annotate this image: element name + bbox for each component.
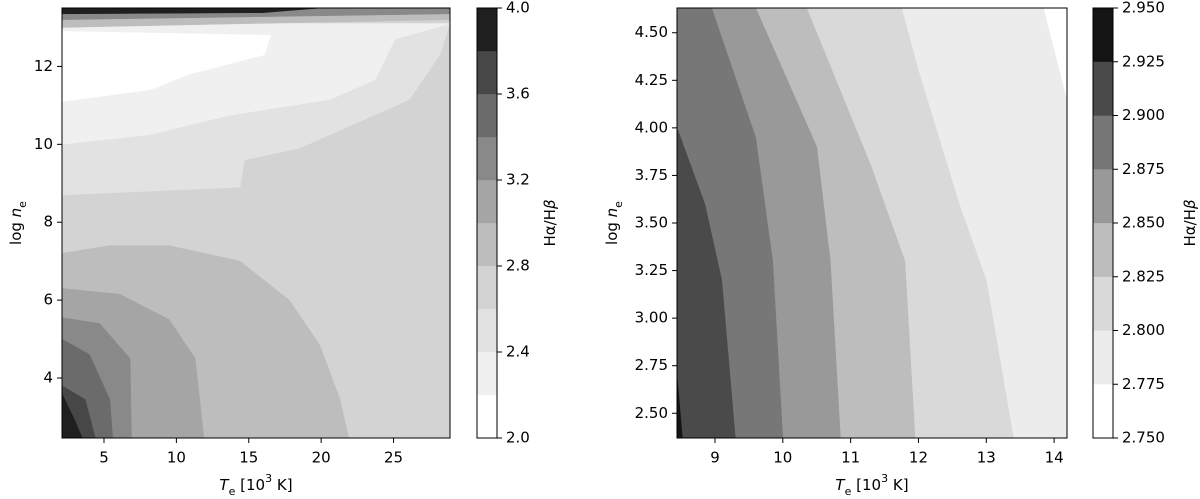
y-tick-label: 4 (43, 369, 53, 387)
x-axis-label-part: T (219, 476, 230, 494)
colorbar-frame (476, 7, 498, 439)
colorbar-band (1092, 276, 1114, 331)
y-axis-label-part: n (7, 208, 25, 218)
colorbar-tick-label: 2.900 (1122, 106, 1165, 124)
x-axis-label-part: 3 (881, 472, 888, 485)
colorbar-band (1092, 169, 1114, 224)
y-tick-label: 12 (34, 57, 53, 75)
colorbar-tick-label: 2.775 (1122, 375, 1165, 393)
colorbar-tick-label: 2.850 (1122, 214, 1165, 232)
x-tick-label: 9 (710, 449, 720, 467)
colorbar-band (476, 394, 498, 439)
colorbar-band (476, 7, 498, 52)
x-axis-label-part: [10 (851, 476, 881, 494)
x-tick-label: 11 (841, 449, 860, 467)
colorbar-label-part: Hα/H (541, 209, 559, 247)
x-axis-label-part: K] (888, 476, 908, 494)
x-tick-label: 15 (239, 449, 258, 467)
colorbar-tick-label: 2.4 (506, 343, 530, 361)
colorbar-tick-label: 2.0 (506, 429, 530, 447)
x-tick-label: 12 (909, 449, 928, 467)
colorbar-tick-label: 2.750 (1122, 429, 1165, 447)
x-axis-label-part: [10 (235, 476, 265, 494)
colorbar-band (1092, 7, 1114, 62)
colorbar-tick-label: 2.8 (506, 257, 530, 275)
x-axis-label: Te [103 K] (219, 472, 292, 498)
colorbar-tick-label: 3.2 (506, 171, 530, 189)
contour-region (1043, 8, 1067, 100)
x-axis-label-part: e (845, 485, 852, 498)
x-tick-label: 20 (312, 449, 331, 467)
y-tick-label: 8 (43, 213, 53, 231)
colorbar-band (1092, 222, 1114, 277)
y-tick-label: 6 (43, 291, 53, 309)
y-tick-label: 2.50 (635, 404, 668, 422)
contour-region (62, 31, 271, 102)
y-tick-label: 2.75 (635, 356, 668, 374)
contour-region (677, 375, 683, 438)
x-axis-label-part: K] (272, 476, 292, 494)
x-tick-label: 14 (1045, 449, 1064, 467)
x-tick-label: 13 (977, 449, 996, 467)
x-tick-label: 10 (167, 449, 186, 467)
colorbar-band (476, 222, 498, 267)
y-tick-label: 3.25 (635, 261, 668, 279)
axes-frame (61, 7, 451, 439)
y-tick-label: 4.50 (635, 23, 668, 41)
colorbar-band (1092, 330, 1114, 385)
y-axis-label-part: log (603, 217, 621, 245)
y-tick-label: 4.00 (635, 118, 668, 136)
colorbar-tick-label: 2.950 (1122, 0, 1165, 17)
y-axis-label-part: e (16, 201, 29, 208)
x-tick-label: 5 (99, 449, 109, 467)
colorbar-tick-label: 2.825 (1122, 267, 1165, 285)
plot-area (677, 8, 1067, 438)
plot-area (62, 8, 450, 438)
colorbar-label-part: β (1181, 199, 1199, 210)
colorbar-band (1092, 61, 1114, 116)
x-tick-label: 10 (773, 449, 792, 467)
contour-region (677, 127, 736, 438)
y-tick-label: 4.25 (635, 71, 668, 89)
contour-region (62, 393, 83, 438)
colorbar-band (476, 136, 498, 181)
colorbar-band (476, 50, 498, 95)
colorbar-label-part: β (541, 199, 559, 210)
x-axis-label-part: 3 (265, 472, 272, 485)
colorbar-label: Hα/Hβ (541, 199, 559, 247)
colorbar-tick-label: 4.0 (506, 0, 530, 17)
x-axis-label-part: e (229, 485, 236, 498)
colorbar-band (476, 308, 498, 353)
colorbar-band (476, 93, 498, 138)
colorbar-tick-label: 2.925 (1122, 52, 1165, 70)
colorbar-band (476, 179, 498, 224)
colorbar-tick-label: 2.875 (1122, 160, 1165, 178)
colorbar-label-part: Hα/H (1181, 209, 1199, 247)
y-tick-label: 10 (34, 135, 53, 153)
x-axis-label: Te [103 K] (835, 472, 908, 498)
x-tick-label: 25 (384, 449, 403, 467)
colorbar-band (476, 351, 498, 396)
y-axis-label: log ne (7, 201, 29, 245)
contour-region (62, 8, 322, 15)
colorbar-tick-label: 2.800 (1122, 321, 1165, 339)
x-axis-label-part: T (835, 476, 846, 494)
colorbar-band (1092, 384, 1114, 439)
colorbar-label: Hα/Hβ (1181, 199, 1199, 247)
colorbar-band (1092, 115, 1114, 170)
colorbar-tick-label: 3.6 (506, 85, 530, 103)
y-axis-label-part: log (7, 217, 25, 245)
y-axis-label-part: e (612, 201, 625, 208)
y-axis-label-part: n (603, 208, 621, 218)
colorbar-band (476, 265, 498, 310)
y-tick-label: 3.75 (635, 166, 668, 184)
y-tick-label: 3.00 (635, 309, 668, 327)
y-tick-label: 3.50 (635, 214, 668, 232)
y-axis-label: log ne (603, 201, 625, 245)
